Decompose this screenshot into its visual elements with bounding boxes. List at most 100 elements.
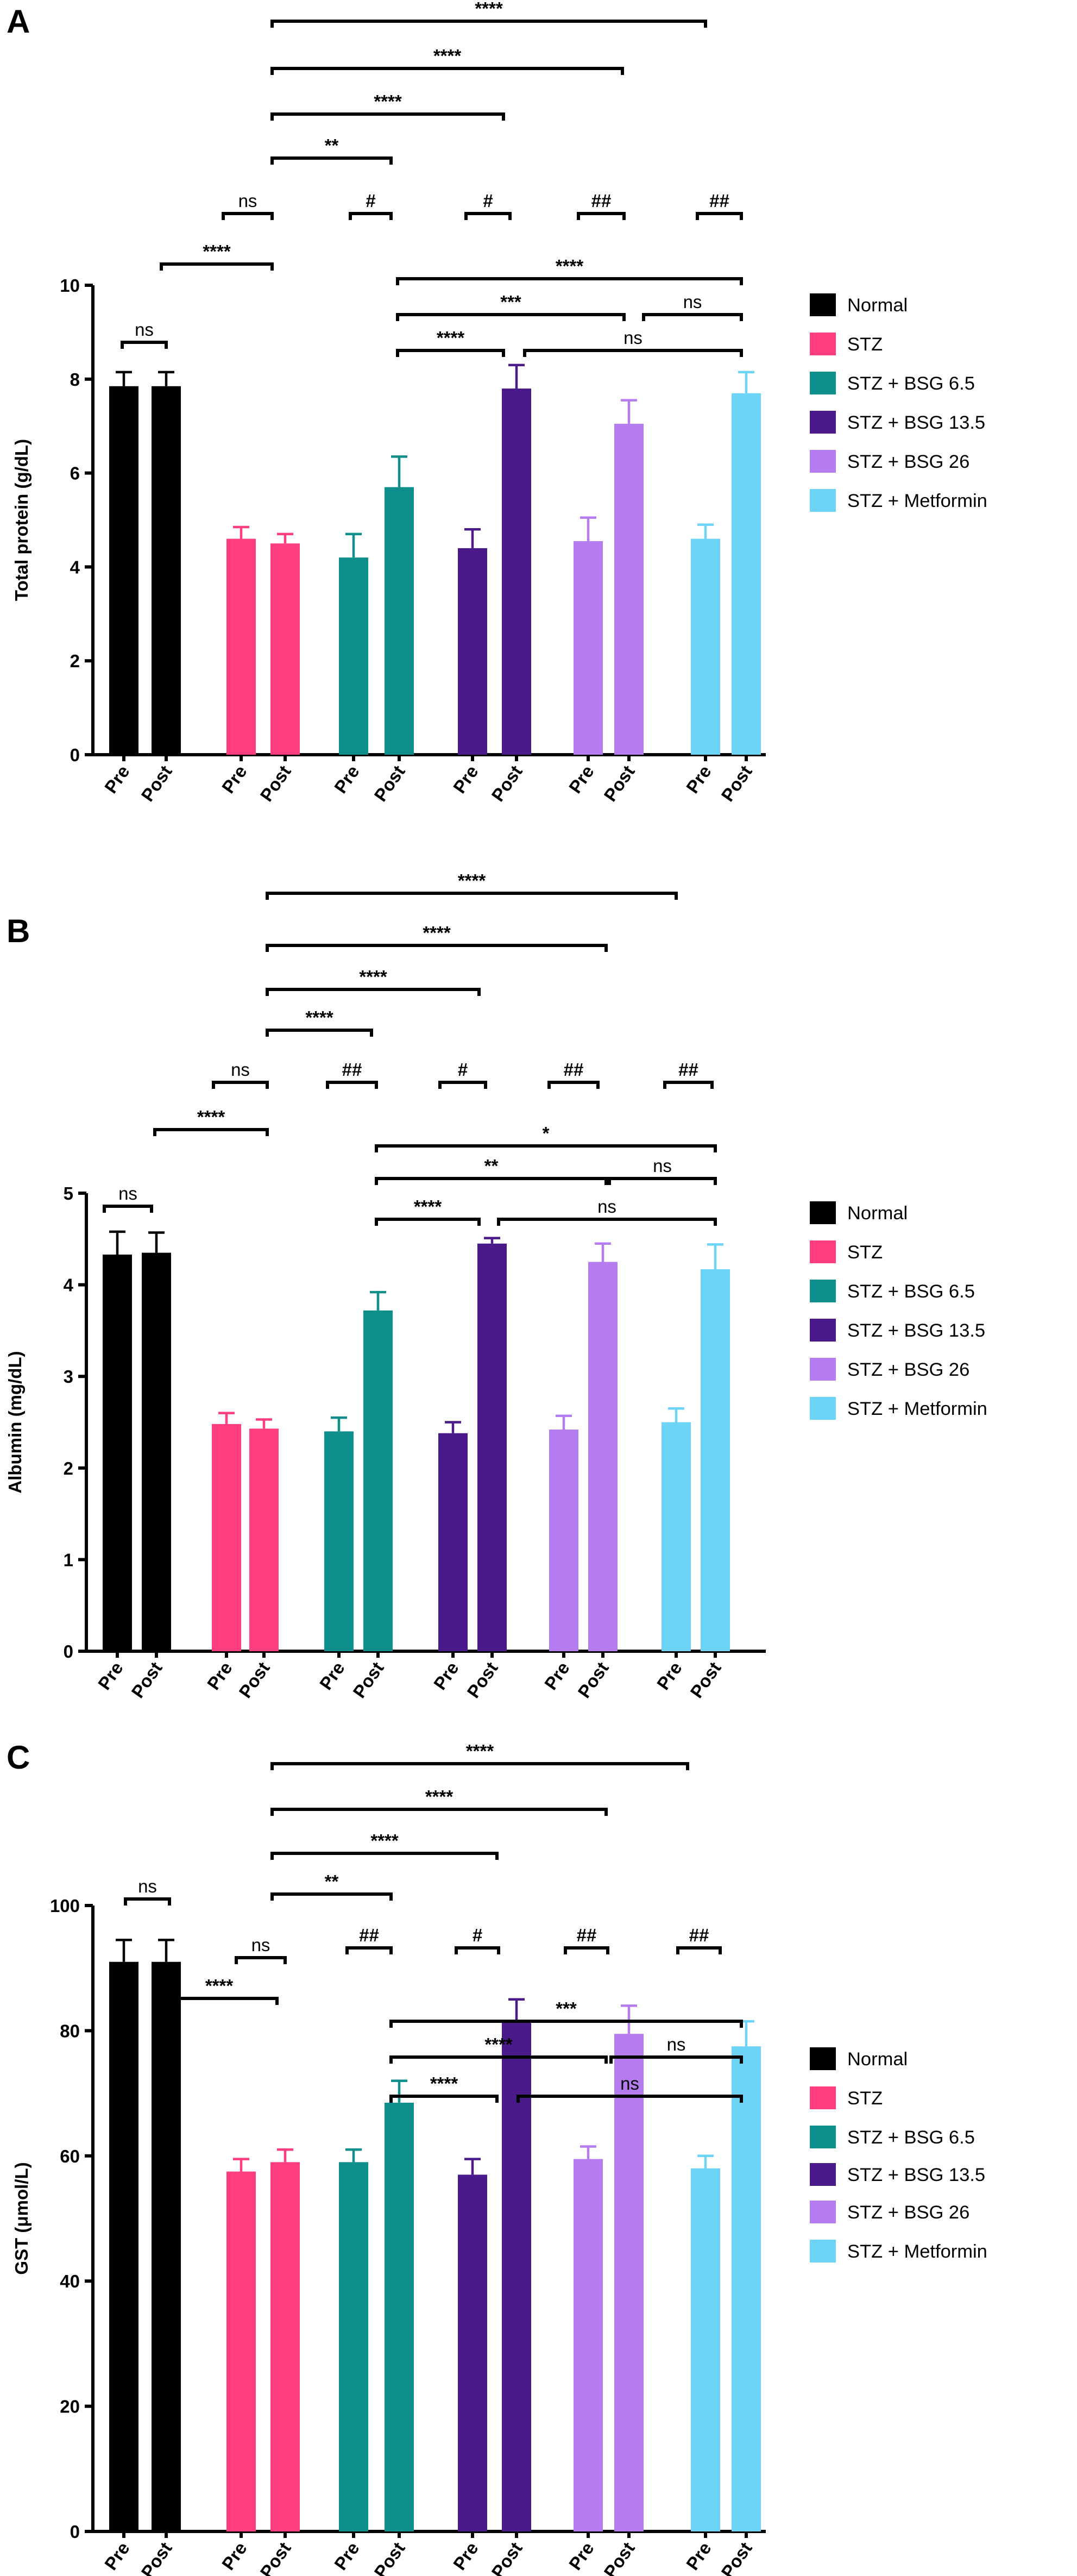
significance-label: **** <box>430 2073 458 2094</box>
bar <box>732 393 761 755</box>
y-tick-label: 0 <box>70 2522 80 2542</box>
bar <box>458 548 487 755</box>
significance-bracket <box>266 944 608 952</box>
legend-label: STZ + Metformin <box>847 1399 987 1419</box>
legend-swatch <box>810 2240 836 2263</box>
bar <box>226 538 256 755</box>
significance-bracket <box>696 212 743 221</box>
error-bar <box>621 399 637 424</box>
legend-label: STZ + BSG 6.5 <box>847 2127 975 2148</box>
legend-swatch <box>810 1201 836 1225</box>
legend-label: STZ + BSG 13.5 <box>847 2165 985 2185</box>
significance-bracket <box>676 1946 722 1955</box>
significance-bracket <box>547 1081 600 1089</box>
bar <box>226 2171 256 2532</box>
significance-bracket <box>663 1081 714 1089</box>
significance-label: ## <box>678 1060 698 1080</box>
significance-bracket <box>464 212 512 221</box>
y-tick-label: 2 <box>64 1458 73 1478</box>
y-tick-label: 10 <box>60 275 80 296</box>
y-tick-label: 0 <box>70 745 80 765</box>
legend-label: STZ + BSG 26 <box>847 1359 969 1380</box>
significance-bracket <box>121 341 168 349</box>
error-bar <box>668 1407 684 1422</box>
y-tick-label: 1 <box>64 1550 73 1570</box>
legend-swatch <box>810 1319 836 1342</box>
bar <box>152 386 181 755</box>
significance-label: ns <box>118 1183 137 1204</box>
bar <box>385 2102 414 2532</box>
legend-label: Normal <box>847 1203 908 1224</box>
legend-swatch <box>810 2201 836 2224</box>
x-tick-label: Post <box>349 1658 387 1702</box>
error-bar <box>391 455 407 487</box>
x-tick-label: Pre <box>218 2539 251 2574</box>
significance-bracket <box>389 2095 499 2103</box>
x-tick-label: Pre <box>682 762 715 797</box>
legend-swatch <box>810 1280 836 1303</box>
legend-swatch <box>810 293 836 317</box>
bar <box>339 2162 368 2532</box>
significance-bracket <box>270 1762 689 1771</box>
significance-label: **** <box>433 46 462 66</box>
legend-swatch <box>810 333 836 356</box>
error-bar <box>697 523 714 539</box>
legend-swatch <box>810 2126 836 2149</box>
y-tick-label: 8 <box>70 369 80 390</box>
significance-label: ns <box>238 191 257 211</box>
significance-bracket <box>270 112 505 121</box>
significance-bracket <box>270 1852 499 1860</box>
significance-label: **** <box>423 923 451 943</box>
legend-swatch <box>810 450 836 473</box>
bar <box>614 2034 644 2532</box>
x-tick-label: Pre <box>316 1658 349 1694</box>
bar <box>385 487 414 755</box>
significance-bracket <box>266 892 678 900</box>
y-tick-label: 6 <box>70 463 80 484</box>
error-bar <box>484 1237 500 1244</box>
x-tick-label: Post <box>256 762 294 805</box>
error-bar <box>464 2158 481 2175</box>
x-tick-label: Pre <box>330 2539 363 2574</box>
significance-label: ## <box>591 191 612 211</box>
y-tick-label: 60 <box>60 2146 80 2166</box>
x-tick-label: Post <box>370 762 408 805</box>
significance-label: ## <box>564 1060 584 1080</box>
y-axis-label: Total protein (g/dL) <box>11 439 32 601</box>
x-tick-label: Pre <box>449 2539 482 2574</box>
legend-label: STZ + BSG 26 <box>847 452 969 472</box>
significance-label: ## <box>709 191 729 211</box>
x-tick-label: Post <box>600 762 638 805</box>
significance-bracket <box>577 212 626 221</box>
significance-bracket <box>266 988 481 996</box>
error-bar <box>580 2145 596 2159</box>
legend-swatch <box>810 372 836 395</box>
legend-swatch <box>810 1358 836 1381</box>
error-bar <box>697 2154 714 2168</box>
x-tick-label: Pre <box>565 762 598 797</box>
error-bar <box>345 532 362 558</box>
x-tick-label: Pre <box>330 762 363 797</box>
x-tick-label: Post <box>256 2539 294 2576</box>
x-tick-label: Post <box>487 2539 526 2576</box>
legend-label: STZ + BSG 13.5 <box>847 412 985 433</box>
significance-label: ## <box>577 1925 597 1945</box>
significance-label: * <box>543 1123 550 1143</box>
significance-bracket <box>270 156 393 165</box>
x-tick-label: Post <box>717 2539 755 2576</box>
bar <box>502 2021 531 2532</box>
bar <box>614 423 644 755</box>
significance-bracket <box>564 1946 609 1955</box>
x-tick-label: Pre <box>653 1658 686 1694</box>
bar <box>270 543 300 755</box>
bar <box>339 557 368 755</box>
bar <box>662 1422 691 1652</box>
bar <box>458 2174 487 2532</box>
error-bar <box>370 1290 386 1311</box>
significance-bracket <box>375 1218 481 1226</box>
significance-label: # <box>458 1060 468 1080</box>
error-bar <box>331 1416 347 1432</box>
panel-label: B <box>7 913 30 949</box>
error-bar <box>148 1231 165 1253</box>
significance-label: ns <box>667 2034 686 2054</box>
